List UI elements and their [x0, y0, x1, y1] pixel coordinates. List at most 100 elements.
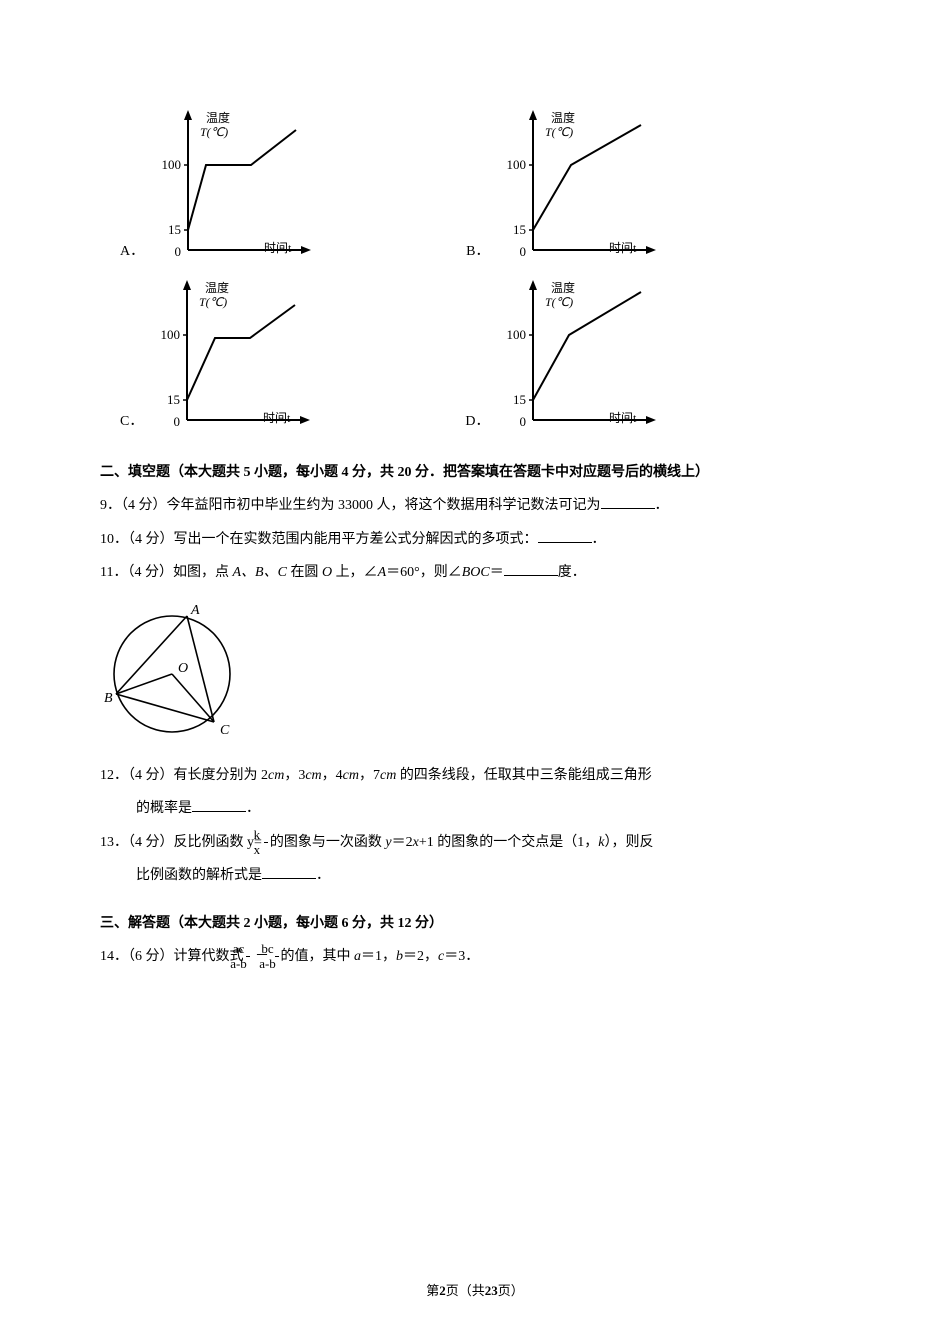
footer-post: 页）: [498, 1283, 524, 1298]
q11-p5: ＝: [490, 565, 504, 580]
q13-frac-den: x: [264, 843, 268, 857]
footer-pre: 第: [426, 1283, 439, 1298]
choice-a: A． 151000温度T(℃)时间t: [120, 100, 326, 270]
q13-p2: 的图象与一次函数: [270, 835, 386, 850]
svg-text:B: B: [104, 691, 113, 706]
svg-text:15: 15: [167, 392, 180, 407]
svg-text:时间t: 时间t: [609, 241, 637, 255]
q9-prefix: 9．（4 分）今年益阳市初中毕业生约为 33000 人，将这个数据用科学记数法可…: [100, 498, 601, 513]
question-9: 9．（4 分）今年益阳市初中毕业生约为 33000 人，将这个数据用科学记数法可…: [100, 491, 850, 520]
svg-text:时间t: 时间t: [263, 411, 291, 425]
svg-text:T(℃): T(℃): [545, 125, 573, 139]
question-12-line2: 的概率是 ．: [100, 794, 850, 823]
q11-p2: 在圆: [287, 565, 322, 580]
question-12: 12．（4 分）有长度分别为 2cm，3cm，4cm，7cm 的四条线段，任取其…: [100, 761, 850, 790]
choice-c-label: C．: [120, 407, 143, 440]
svg-text:A: A: [190, 603, 200, 618]
q9-blank: [601, 494, 655, 509]
q14-a: a: [354, 949, 361, 964]
q14-eqb: ＝2，: [403, 949, 438, 964]
choice-row-2: C． 151000温度T(℃)时间t D． 151000温度T(℃)时间t: [120, 270, 850, 440]
question-13: 13．（4 分）反比例函数 y=kx的图象与一次函数 y＝2x+1 的图象的一个…: [100, 828, 850, 858]
svg-text:0: 0: [520, 414, 527, 429]
q12-blank: [192, 797, 246, 812]
svg-text:15: 15: [513, 222, 526, 237]
q13-frac: kx: [264, 828, 268, 858]
q13-p1: 13．（4 分）反比例函数: [100, 835, 247, 850]
svg-text:温度: 温度: [551, 110, 575, 125]
choice-c: C． 15 100 0 温度T(℃) 时间t: [120, 270, 325, 440]
choice-d: D． 151000温度T(℃)时间t: [465, 270, 671, 440]
svg-text:15: 15: [168, 222, 181, 237]
svg-text:100: 100: [507, 327, 527, 342]
q12-suffix: ．: [246, 801, 260, 816]
page-footer: 第2页（共23页）: [0, 1277, 950, 1304]
section-2-heading: 二、填空题（本大题共 5 小题，每小题 4 分，共 20 分．把答案填在答题卡中…: [100, 458, 850, 487]
q11-p4: ＝60°，则∠: [386, 565, 462, 580]
section-3-heading: 三、解答题（本大题共 2 小题，每小题 6 分，共 12 分）: [100, 909, 850, 938]
question-10: 10．（4 分）写出一个在实数范围内能用平方差公式分解因式的多项式：．: [100, 525, 850, 554]
choice-b-label: B．: [466, 237, 489, 270]
q11-a: A: [378, 565, 387, 580]
q14-frac2: bca-b: [275, 942, 279, 972]
q14-b: b: [396, 949, 403, 964]
q13-plus1: +1 的图象的一个交点是（1，: [419, 835, 598, 850]
q12-p1: 12．（4 分）有长度分别为 2: [100, 768, 268, 783]
q14-f1d: a-b: [246, 957, 250, 971]
svg-text:0: 0: [174, 414, 181, 429]
choice-d-label: D．: [465, 407, 489, 440]
q12-s1: ，3: [284, 768, 305, 783]
q11-suffix: 度．: [558, 565, 586, 580]
svg-text:温度: 温度: [551, 280, 575, 295]
circle-svg: A B C O: [102, 594, 242, 744]
q14-p1: 14．（6 分）计算代数式: [100, 949, 244, 964]
choice-row-1: A． 151000温度T(℃)时间t B． 151000温度T(℃)时间t: [120, 100, 850, 270]
choice-a-label: A．: [120, 237, 144, 270]
question-11: 11．（4 分）如图，点 A、B、C 在圆 O 上，∠A＝60°，则∠BOC＝度…: [100, 558, 850, 587]
q14-frac1: aca-b: [246, 942, 250, 972]
footer-total: 23: [485, 1283, 498, 1298]
question-13-line2: 比例函数的解析式是 ．: [100, 861, 850, 890]
q13-p3: ），则反: [604, 835, 653, 850]
graph-b: 15 100 0 温度T(℃) 时间t: [491, 100, 671, 270]
q14-f2n: bc: [275, 942, 279, 957]
q14-f1n: ac: [246, 942, 250, 957]
q13-frac-num: k: [264, 828, 268, 843]
circle-diagram: A B C O: [102, 594, 850, 755]
q10-blank: [538, 528, 592, 543]
q12-l2: 的概率是: [136, 801, 192, 816]
svg-text:0: 0: [175, 244, 182, 259]
svg-text:温度: 温度: [206, 110, 230, 125]
svg-text:温度: 温度: [205, 280, 229, 295]
q14-eqc: ＝3．: [444, 949, 479, 964]
svg-text:100: 100: [507, 157, 527, 172]
graph-d: 151000温度T(℃)时间t: [491, 270, 671, 440]
footer-mid: 页（共: [446, 1283, 485, 1298]
svg-text:100: 100: [161, 327, 181, 342]
svg-text:0: 0: [520, 244, 527, 259]
q12-cm3: cm: [343, 768, 359, 783]
graph-a: 151000温度T(℃)时间t: [146, 100, 326, 270]
q11-blank: [504, 561, 558, 576]
q14-eqa: ＝1，: [361, 949, 396, 964]
svg-text:T(℃): T(℃): [200, 125, 228, 139]
q13-eq2: ＝2: [392, 835, 413, 850]
q13-l2: 比例函数的解析式是: [136, 868, 262, 883]
q13-suffix: ．: [316, 868, 330, 883]
svg-text:C: C: [220, 723, 230, 738]
q11-p1: 11．（4 分）如图，点: [100, 565, 232, 580]
q10-prefix: 10．（4 分）写出一个在实数范围内能用平方差公式分解因式的多项式：: [100, 532, 538, 547]
choice-b: B． 15 100 0 温度T(℃) 时间t: [466, 100, 671, 270]
svg-text:15: 15: [513, 392, 526, 407]
q11-abc: A、B、C: [232, 565, 286, 580]
q14-f2d: a-b: [275, 957, 279, 971]
q12-cm2: cm: [305, 768, 321, 783]
svg-text:T(℃): T(℃): [199, 295, 227, 309]
q13-blank: [262, 864, 316, 879]
q14-p2: 的值，其中: [281, 949, 355, 964]
svg-text:时间t: 时间t: [264, 241, 292, 255]
q11-o: O: [322, 565, 332, 580]
question-14: 14．（6 分）计算代数式aca-b － bca-b的值，其中 a＝1，b＝2，…: [100, 942, 850, 972]
svg-text:O: O: [178, 661, 188, 676]
q12-cm4: cm: [380, 768, 396, 783]
